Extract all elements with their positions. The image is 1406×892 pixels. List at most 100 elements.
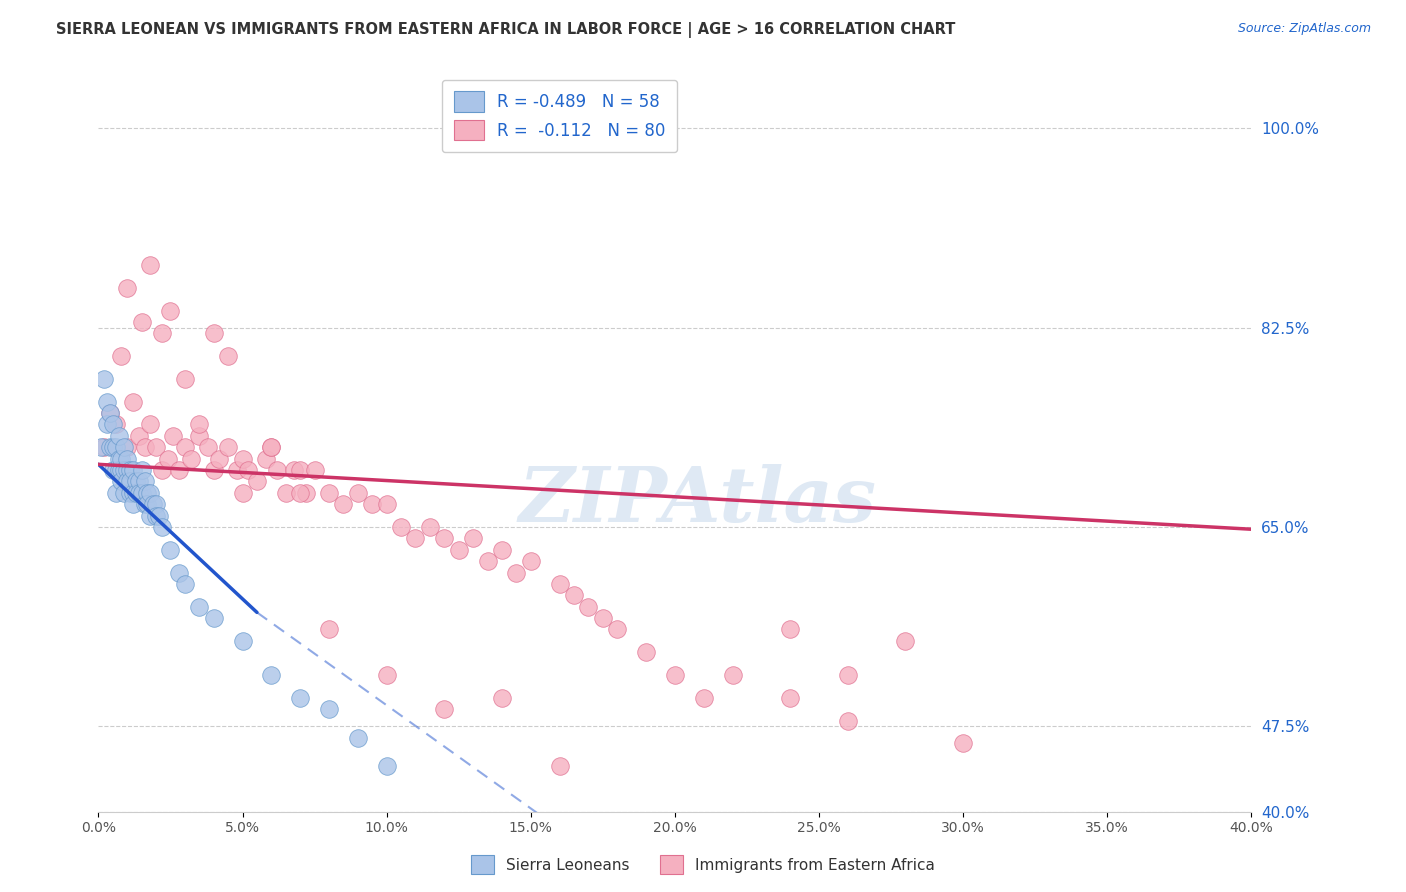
Point [217, 349, 239, 363]
Point [952, 736, 974, 750]
Text: ZIPAtlas: ZIPAtlas [519, 464, 877, 538]
Point [159, 542, 181, 557]
Point [188, 417, 211, 432]
Point [548, 577, 571, 591]
Point [664, 668, 686, 682]
Point [290, 463, 312, 477]
Point [117, 440, 139, 454]
Point [148, 508, 170, 523]
Point [225, 463, 247, 477]
Point [433, 702, 456, 716]
Point [505, 566, 527, 580]
Point [98, 440, 121, 454]
Point [110, 451, 132, 466]
Point [375, 668, 398, 682]
Point [260, 668, 283, 682]
Point [318, 702, 340, 716]
Point [107, 451, 129, 466]
Point [477, 554, 499, 568]
Point [304, 463, 326, 477]
Point [110, 349, 132, 363]
Point [122, 463, 145, 477]
Point [104, 417, 127, 432]
Point [520, 554, 543, 568]
Point [491, 542, 513, 557]
Point [231, 485, 254, 500]
Point [107, 429, 129, 443]
Point [260, 440, 283, 454]
Point [208, 451, 231, 466]
Point [283, 463, 305, 477]
Point [346, 731, 368, 745]
Point [122, 485, 145, 500]
Point [112, 463, 135, 477]
Point [231, 451, 254, 466]
Point [174, 372, 197, 386]
Point [150, 326, 173, 341]
Point [433, 532, 456, 546]
Point [98, 406, 121, 420]
Point [120, 485, 142, 500]
Point [117, 463, 139, 477]
Point [238, 463, 260, 477]
Point [332, 497, 354, 511]
Point [188, 429, 211, 443]
Point [375, 759, 398, 773]
Point [128, 429, 150, 443]
Point [636, 645, 658, 659]
Point [136, 485, 159, 500]
Point [202, 326, 225, 341]
Point [101, 417, 124, 432]
Point [104, 440, 127, 454]
Point [180, 451, 202, 466]
Point [96, 394, 118, 409]
Point [128, 475, 150, 489]
Point [122, 497, 145, 511]
Point [290, 485, 312, 500]
Point [361, 497, 384, 511]
Point [156, 451, 179, 466]
Text: SIERRA LEONEAN VS IMMIGRANTS FROM EASTERN AFRICA IN LABOR FORCE | AGE > 16 CORRE: SIERRA LEONEAN VS IMMIGRANTS FROM EASTER… [56, 22, 956, 38]
Point [202, 611, 225, 625]
Point [375, 497, 398, 511]
Point [128, 485, 150, 500]
Point [894, 633, 917, 648]
Point [110, 475, 132, 489]
Point [125, 485, 148, 500]
Point [318, 485, 340, 500]
Point [136, 497, 159, 511]
Point [117, 281, 139, 295]
Point [98, 406, 121, 420]
Point [150, 520, 173, 534]
Legend: R = -0.489   N = 58, R =  -0.112   N = 80: R = -0.489 N = 58, R = -0.112 N = 80 [441, 79, 678, 152]
Point [491, 690, 513, 705]
Point [101, 463, 124, 477]
Point [96, 417, 118, 432]
Point [290, 690, 312, 705]
Point [246, 475, 269, 489]
Point [107, 463, 129, 477]
Point [461, 532, 484, 546]
Point [150, 463, 173, 477]
Point [254, 451, 277, 466]
Point [90, 440, 112, 454]
Point [120, 463, 142, 477]
Point [266, 463, 288, 477]
Point [131, 315, 153, 329]
Point [131, 463, 153, 477]
Point [405, 532, 427, 546]
Point [93, 372, 115, 386]
Point [145, 508, 167, 523]
Point [117, 451, 139, 466]
Point [693, 690, 716, 705]
Point [104, 463, 127, 477]
Point [188, 599, 211, 614]
Point [197, 440, 219, 454]
Point [202, 463, 225, 477]
Point [120, 475, 142, 489]
Point [274, 485, 297, 500]
Point [125, 475, 148, 489]
Point [562, 588, 585, 602]
Point [837, 668, 859, 682]
Point [112, 440, 135, 454]
